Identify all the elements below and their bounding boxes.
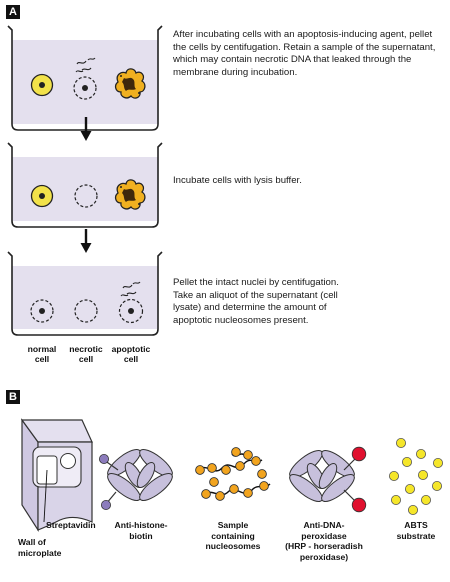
abts-substrate-icon [388,437,443,515]
label-line: normal [27,344,57,354]
label-line: peroxidase) [299,551,349,562]
label-line: necrotic [69,344,103,354]
apoptotic-cell-icon [118,281,144,324]
necrotic-cell-label: necrotic cell [56,344,116,364]
apoptotic-cell-label: apoptotic cell [101,344,161,364]
label-line: Anti-DNA- [303,520,345,530]
normal-cell-nucleus-icon [30,299,54,323]
dish-1 [7,25,163,131]
label-line: nucleosomes [205,541,261,551]
necrotic-cell-icon [73,57,97,100]
step-3-text: Pellet the intact nuclei by centifugatio… [173,277,339,326]
anti-histone-biotin-label: Anti-histone- biotin [104,520,178,541]
label-line: biotin [129,530,153,541]
dish-3 [7,251,163,336]
panel-b-tag: B [6,390,20,404]
down-arrow-icon [80,229,92,253]
label-line: peroxidase [301,530,347,541]
label-line: containing [211,530,255,541]
anti-dna-peroxidase-label: Anti-DNA- peroxidase (HRP - horseradish … [276,520,372,562]
label-line: cell [78,354,94,364]
microplate-wall-label: Wall of microplate [18,537,61,558]
label-line: cell [123,354,139,364]
necrotic-cell-icon [74,299,98,323]
label-line: substrate [396,530,436,541]
normal-cell-label: normal cell [12,344,72,364]
streptavidin-label: Streptavidin [46,520,96,530]
down-arrow-icon [80,117,92,141]
anti-dna-peroxidase-icon [285,445,367,513]
nucleosome-sample-icon [195,447,271,501]
dish-2 [7,142,163,228]
label-line: Wall of [18,537,46,547]
panel-a-tag: A [6,5,20,19]
label-line: Anti-histone- [114,520,168,530]
necrotic-cell-icon [74,184,98,208]
label-line: Sample [217,520,249,530]
sample-nucleosomes-label: Sample containing nucleosomes [196,520,270,552]
step-1-text: After incubating cells with an apoptosis… [173,29,436,78]
label-line: ABTS [404,520,428,530]
step-2-text: Incubate cells with lysis buffer. [173,175,302,186]
microplate-wall-icon [20,418,93,533]
anti-histone-biotin-icon [99,444,177,510]
label-line: apoptotic [111,344,151,354]
label-line: microplate [18,547,62,558]
abts-substrate-label: ABTS substrate [388,520,444,541]
label-line: (HRP - horseradish [285,541,363,551]
label-line: cell [34,354,50,364]
